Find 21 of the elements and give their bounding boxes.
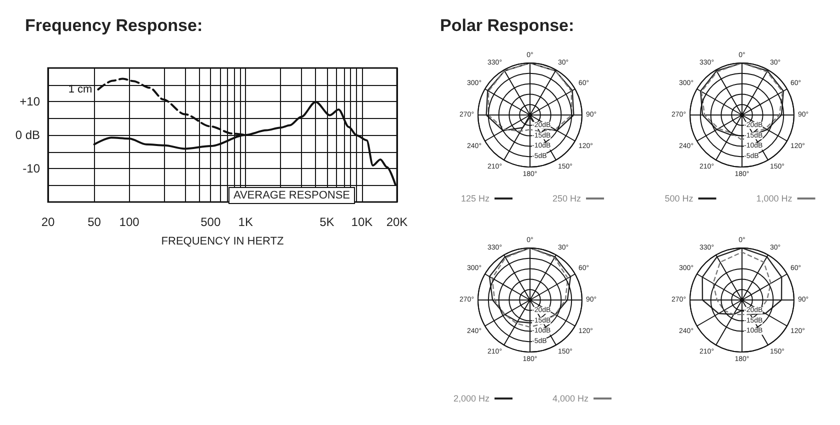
chart-title: Frequency Response: [25,16,203,35]
x-tick-label: 100 [119,215,140,229]
annotation: AVERAGE RESPONSE [233,190,350,202]
legend-label: 500 Hz [664,194,694,204]
x-tick-label: 5K [320,215,334,229]
x-tick-label: 1K [238,215,253,229]
chart-title: Polar Response: [440,16,574,35]
x-tick-label: 500 [200,215,221,229]
x-axis-title: FREQUENCY IN HERTZ [161,236,284,248]
legend-label: 125 Hz [460,194,490,204]
y-tick-label: +10 [20,94,40,108]
y-tick-label: 0 dB [15,128,40,142]
legend-label: 4,000 Hz [552,394,590,404]
x-tick-label: 20 [41,215,55,229]
legend-label: 1,000 Hz [756,194,793,204]
x-tick-label: 10K [351,215,373,229]
x-tick-label: 20K [386,215,408,229]
x-tick-label: 50 [88,215,102,229]
legend-label: 2,000 Hz [453,394,490,404]
legend-label: 250 Hz [552,194,582,204]
y-tick-label: -10 [22,162,40,176]
